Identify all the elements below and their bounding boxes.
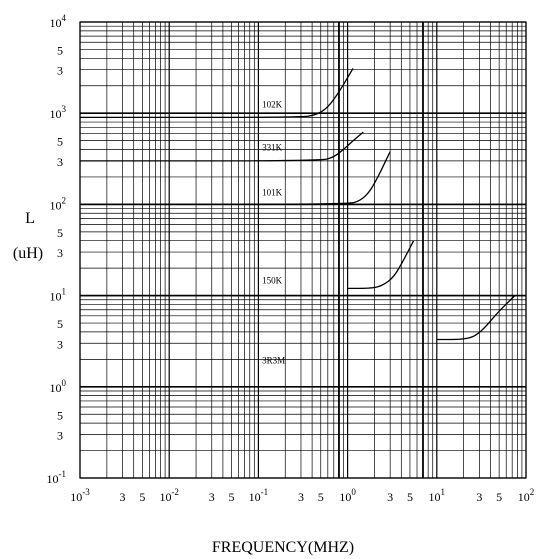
y-tick-label: 5 — [57, 43, 63, 57]
curve-label-150K: 150K — [262, 276, 283, 286]
y-tick-label: 5 — [57, 408, 63, 422]
x-tick-label: 5 — [496, 490, 502, 504]
x-tick-label: 10-3 — [70, 487, 90, 504]
y-tick-label: 104 — [50, 13, 67, 30]
y-axis-title-line1: L — [25, 210, 35, 227]
grid — [79, 21, 527, 479]
y-tick-label: 5 — [57, 135, 63, 149]
x-tick-label: 5 — [139, 490, 145, 504]
x-tick-label: 100 — [339, 487, 356, 504]
y-axis-title-line2: (uH) — [13, 245, 43, 262]
x-axis-title: FREQUENCY(MHZ) — [212, 539, 354, 556]
y-tick-label: 102 — [50, 195, 67, 212]
y-tick-label: 3 — [57, 428, 63, 442]
series-curve-331K — [80, 131, 364, 162]
level-lines — [80, 22, 526, 478]
plot-frame — [79, 21, 527, 479]
y-tick-label: 10-1 — [47, 469, 67, 486]
curve-label-3R3M: 3R3M — [262, 356, 285, 366]
x-tick-label: 5 — [229, 490, 235, 504]
x-tick-label: 3 — [120, 490, 126, 504]
x-tick-label: 5 — [407, 490, 413, 504]
x-tick-label: 3 — [298, 490, 304, 504]
y-tick-label: 3 — [57, 337, 63, 351]
y-tick-label: 3 — [57, 64, 63, 78]
y-tick-label: 3 — [57, 246, 63, 260]
series-curve-101K — [80, 151, 391, 206]
y-tick-label: 5 — [57, 226, 63, 240]
y-tick-labels: 104 5 3 103 5 3 102 5 3 101 5 3 100 5 3 10-1 — [47, 13, 67, 486]
y-tick-label: 5 — [57, 317, 63, 331]
y-tick-label: 100 — [50, 378, 67, 395]
series-curve-150K — [347, 240, 415, 290]
x-tick-labels: 10-3 3 5 10-2 3 5 10-1 3 5 100 3 5 101 3 5 102 — [70, 487, 534, 504]
series-curve-3R3M — [436, 295, 516, 341]
x-tick-label: 101 — [429, 487, 446, 504]
curve-label-101K: 101K — [262, 188, 283, 198]
curve-label-102K: 102K — [262, 100, 283, 110]
x-tick-label: 102 — [518, 487, 535, 504]
x-tick-label: 3 — [209, 490, 215, 504]
x-tick-label: 3 — [476, 490, 482, 504]
x-tick-label: 5 — [318, 490, 324, 504]
curve-label-331K: 331K — [262, 142, 283, 152]
series-curves — [79, 68, 516, 341]
x-tick-label: 10-2 — [159, 487, 179, 504]
y-tick-label: 103 — [50, 104, 67, 121]
curve-labels: 102K 331K 101K 150K 3R3M — [262, 100, 285, 366]
series-curve-102K — [79, 68, 354, 119]
y-tick-label: 3 — [57, 155, 63, 169]
x-tick-label: 10-1 — [249, 487, 269, 504]
y-tick-label: 101 — [50, 287, 67, 304]
x-tick-label: 3 — [387, 490, 393, 504]
